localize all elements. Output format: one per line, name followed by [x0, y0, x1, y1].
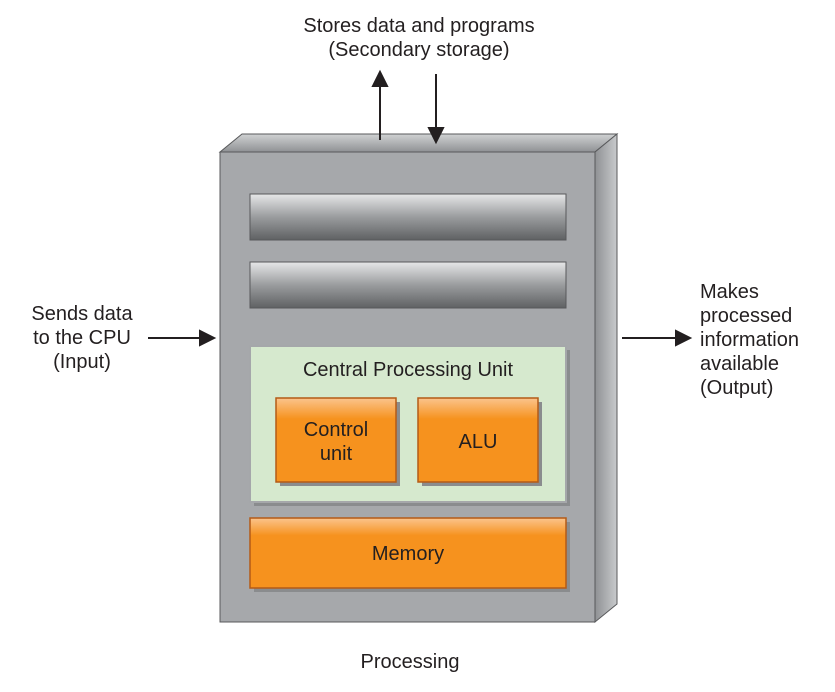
output-label-3: information	[700, 328, 799, 353]
control-unit-label-2: unit	[276, 442, 396, 467]
output-label-1: Makes	[700, 280, 759, 305]
drive-bay-1	[250, 194, 566, 240]
memory-label: Memory	[250, 542, 566, 567]
output-label-2: processed	[700, 304, 792, 329]
output-label-4: available	[700, 352, 779, 377]
processing-label: Processing	[330, 650, 490, 675]
input-label-1: Sends data	[18, 302, 146, 327]
input-label-3: (Input)	[18, 350, 146, 375]
alu-label: ALU	[418, 430, 538, 455]
cpu-label: Central Processing Unit	[250, 358, 566, 383]
output-label-5: (Output)	[700, 376, 773, 401]
control-unit-label-1: Control	[276, 418, 396, 443]
secondary-storage-label-2: (Secondary storage)	[274, 38, 564, 63]
input-label-2: to the CPU	[18, 326, 146, 351]
drive-bay-2	[250, 262, 566, 308]
case-top-face	[220, 134, 617, 152]
case-side-face	[595, 134, 617, 622]
secondary-storage-label-1: Stores data and programs	[274, 14, 564, 39]
